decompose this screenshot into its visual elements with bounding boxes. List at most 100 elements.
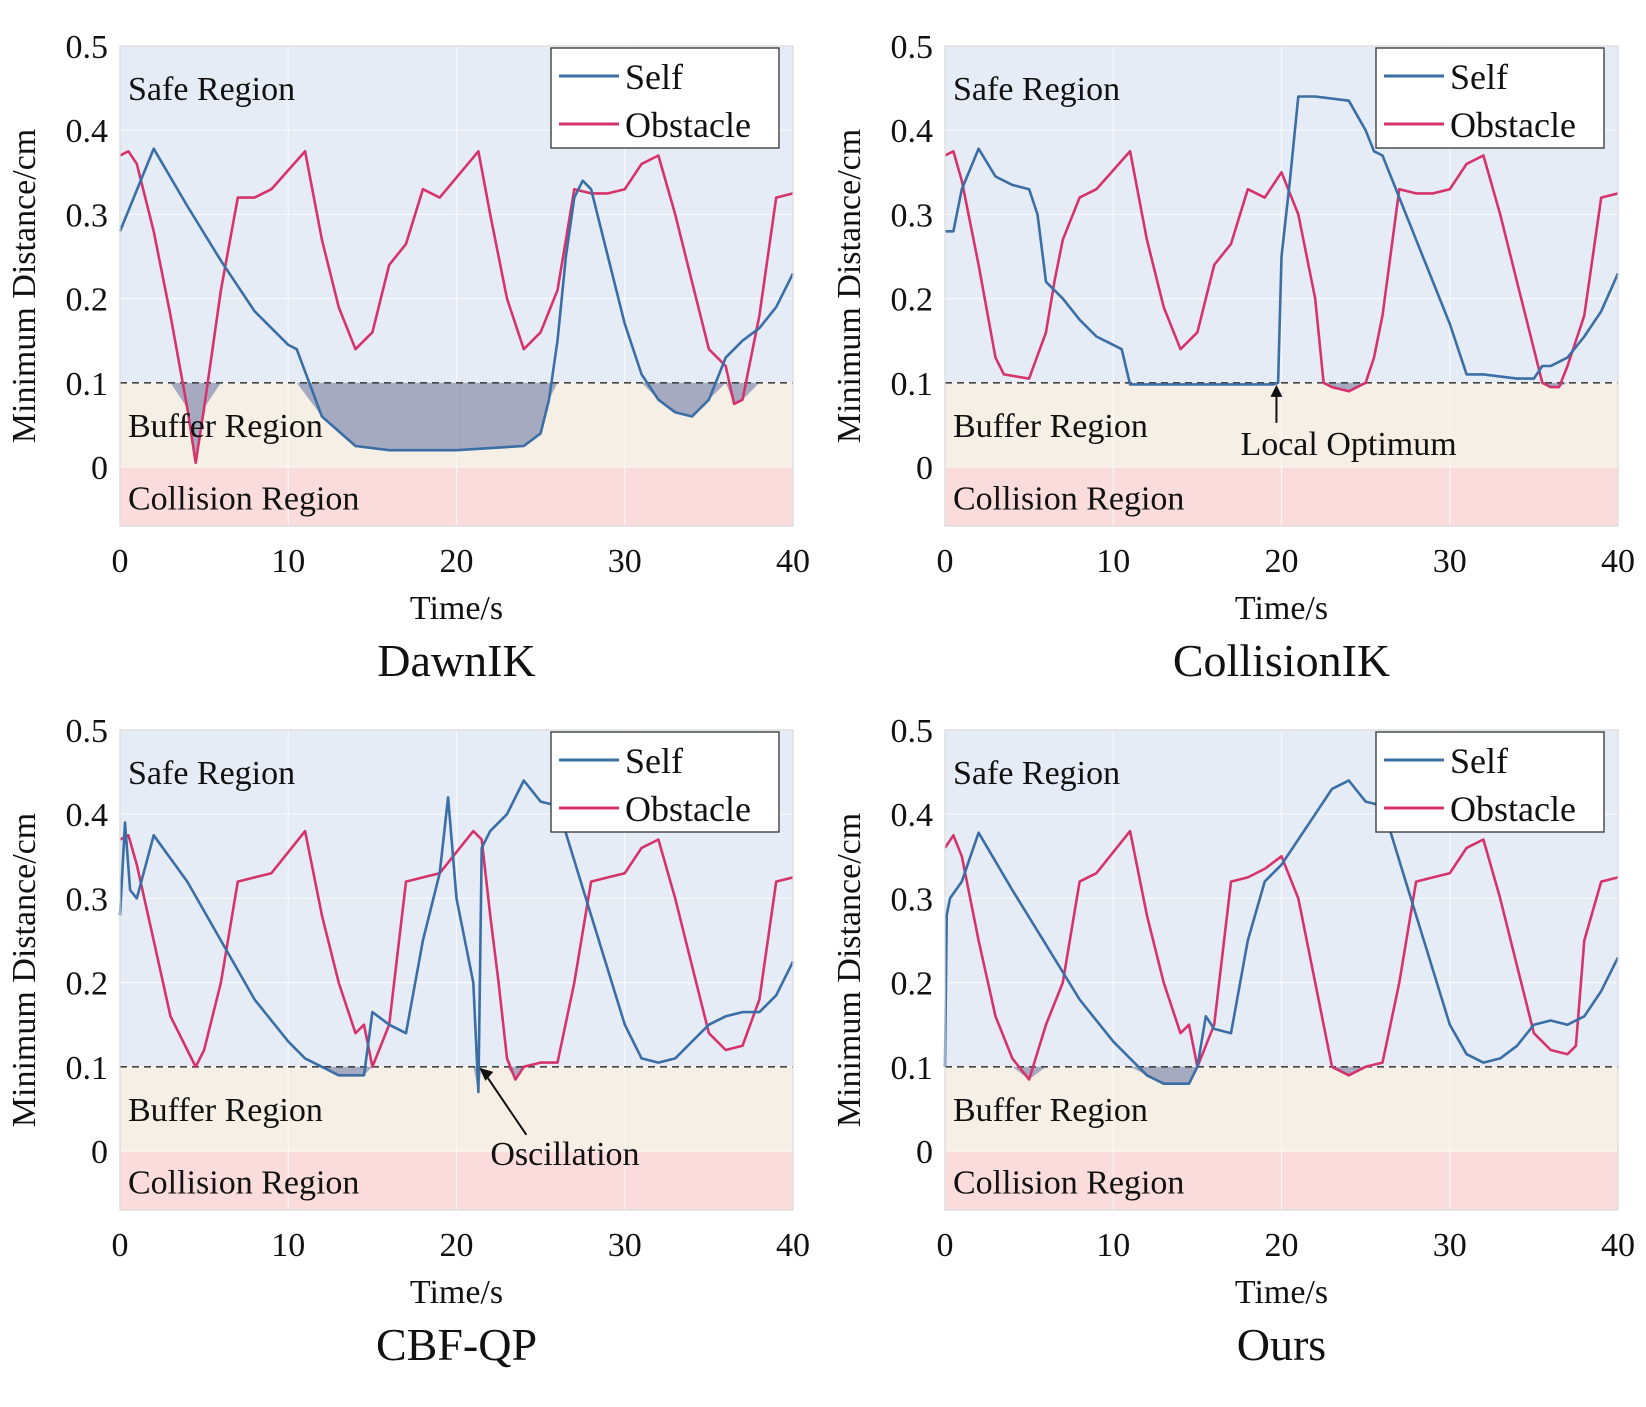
x-tick-label: 10 [1096, 543, 1130, 580]
buffer-region-label: Buffer Region [128, 408, 323, 445]
x-axis-label: Time/s [1235, 590, 1328, 627]
annotation: Local Optimum [1240, 384, 1457, 463]
y-tick-label: 0.1 [66, 366, 109, 403]
annotation-arrowhead [479, 1067, 494, 1081]
buffer-region-label: Buffer Region [953, 408, 1148, 445]
safe-region-label: Safe Region [128, 71, 295, 108]
x-tick-label: 30 [608, 1227, 642, 1264]
y-tick-label: 0.1 [891, 1050, 934, 1087]
y-tick-label: 0.2 [66, 966, 109, 1003]
legend-label-self: Self [1450, 741, 1508, 781]
panel-title: CollisionIK [1173, 635, 1390, 686]
legend: Self Obstacle [1375, 47, 1605, 149]
x-tick-label: 20 [1265, 543, 1299, 580]
collision-region-label: Collision Region [128, 1164, 359, 1201]
x-tick-label: 40 [776, 1227, 810, 1264]
y-tick-label: 0 [916, 450, 933, 487]
y-tick-label: 0 [91, 1134, 108, 1171]
y-axis-label: Minimum Distance/cm [831, 129, 868, 443]
y-tick-label: 0 [916, 1134, 933, 1171]
collision-region-label: Collision Region [128, 480, 359, 517]
panel-title: DawnIK [377, 635, 535, 686]
x-tick-label: 0 [112, 543, 129, 580]
legend-label-obstacle: Obstacle [1450, 105, 1576, 145]
y-tick-label: 0.4 [891, 113, 934, 150]
y-axis-label: Minimum Distance/cm [6, 129, 43, 443]
x-tick-label: 20 [1265, 1227, 1299, 1264]
series-line-obstacle [119, 150, 794, 465]
y-tick-label: 0.1 [891, 366, 934, 403]
legend: Self Obstacle [1375, 731, 1605, 833]
violation-fill-obstacle [945, 382, 1618, 392]
y-tick-label: 0.2 [66, 282, 109, 319]
y-tick-label: 0.5 [891, 29, 934, 66]
legend: Self Obstacle [550, 47, 780, 149]
safe-region-label: Safe Region [953, 71, 1120, 108]
violation-fill-self [120, 382, 793, 451]
x-axis-label: Time/s [1235, 1274, 1328, 1311]
y-tick-label: 0.4 [66, 797, 109, 834]
y-tick-label: 0.2 [891, 966, 934, 1003]
plot-area-frame [119, 729, 794, 1211]
y-axis-label: Minimum Distance/cm [6, 813, 43, 1127]
annotation: Oscillation [479, 1067, 640, 1173]
y-tick-label: 0.5 [66, 29, 109, 66]
y-tick-label: 0 [91, 450, 108, 487]
safe-region-label: Safe Region [128, 755, 295, 792]
legend-label-self: Self [625, 741, 683, 781]
annotation-label: Local Optimum [1240, 426, 1456, 463]
y-tick-label: 0.3 [891, 881, 934, 918]
y-tick-label: 0.2 [891, 282, 934, 319]
legend-box [1375, 731, 1605, 833]
x-tick-label: 0 [937, 1227, 954, 1264]
panel-title: CBF-QP [376, 1319, 537, 1370]
series-line-self [943, 779, 1620, 1085]
y-tick-label: 0.5 [891, 713, 934, 750]
legend-box [1375, 47, 1605, 149]
safe-region-label: Safe Region [953, 755, 1120, 792]
x-tick-label: 10 [1096, 1227, 1130, 1264]
violation-fill-obstacle [120, 382, 793, 463]
legend-label-obstacle: Obstacle [1450, 789, 1576, 829]
x-tick-label: 20 [440, 1227, 474, 1264]
y-tick-label: 0.3 [66, 881, 109, 918]
y-tick-label: 0.4 [891, 797, 934, 834]
y-tick-label: 0.5 [66, 713, 109, 750]
x-tick-label: 0 [112, 1227, 129, 1264]
x-tick-label: 30 [608, 543, 642, 580]
series-line-obstacle [943, 829, 1619, 1081]
series-line-obstacle [944, 150, 1619, 393]
series-line-self [118, 779, 795, 1094]
x-tick-label: 0 [937, 543, 954, 580]
buffer-region-label: Buffer Region [953, 1092, 1148, 1129]
x-tick-label: 40 [776, 543, 810, 580]
legend-label-obstacle: Obstacle [625, 789, 751, 829]
legend-label-self: Self [625, 57, 683, 97]
legend-label-obstacle: Obstacle [625, 105, 751, 145]
x-axis-label: Time/s [410, 590, 503, 627]
collision-region-label: Collision Region [953, 480, 1184, 517]
x-tick-label: 10 [271, 1227, 305, 1264]
plot-area-frame [119, 45, 794, 527]
x-tick-label: 30 [1433, 543, 1467, 580]
legend-box [550, 47, 780, 149]
x-tick-label: 30 [1433, 1227, 1467, 1264]
annotation-arrowhead [1270, 384, 1283, 397]
chart-panel-3: Safe Region Buffer Region Collision Region… [6, 713, 810, 1370]
y-tick-label: 0.3 [891, 197, 934, 234]
y-tick-label: 0.1 [66, 1050, 109, 1087]
plot-area-frame [944, 729, 1619, 1211]
plot-area-frame [944, 45, 1619, 527]
legend-label-self: Self [1450, 57, 1508, 97]
annotation-label: Oscillation [490, 1136, 639, 1173]
collision-region-label: Collision Region [953, 1164, 1184, 1201]
chart-panel-4: Safe Region Buffer Region Collision Region… [831, 713, 1635, 1370]
y-tick-label: 0.3 [66, 197, 109, 234]
x-tick-label: 40 [1601, 543, 1635, 580]
annotation-arrow [483, 1072, 528, 1136]
series-line-obstacle [119, 829, 794, 1081]
chart-panel-2: Safe Region Buffer Region Collision Region… [831, 29, 1635, 686]
legend: Self Obstacle [550, 731, 780, 833]
y-axis-label: Minimum Distance/cm [831, 813, 868, 1127]
